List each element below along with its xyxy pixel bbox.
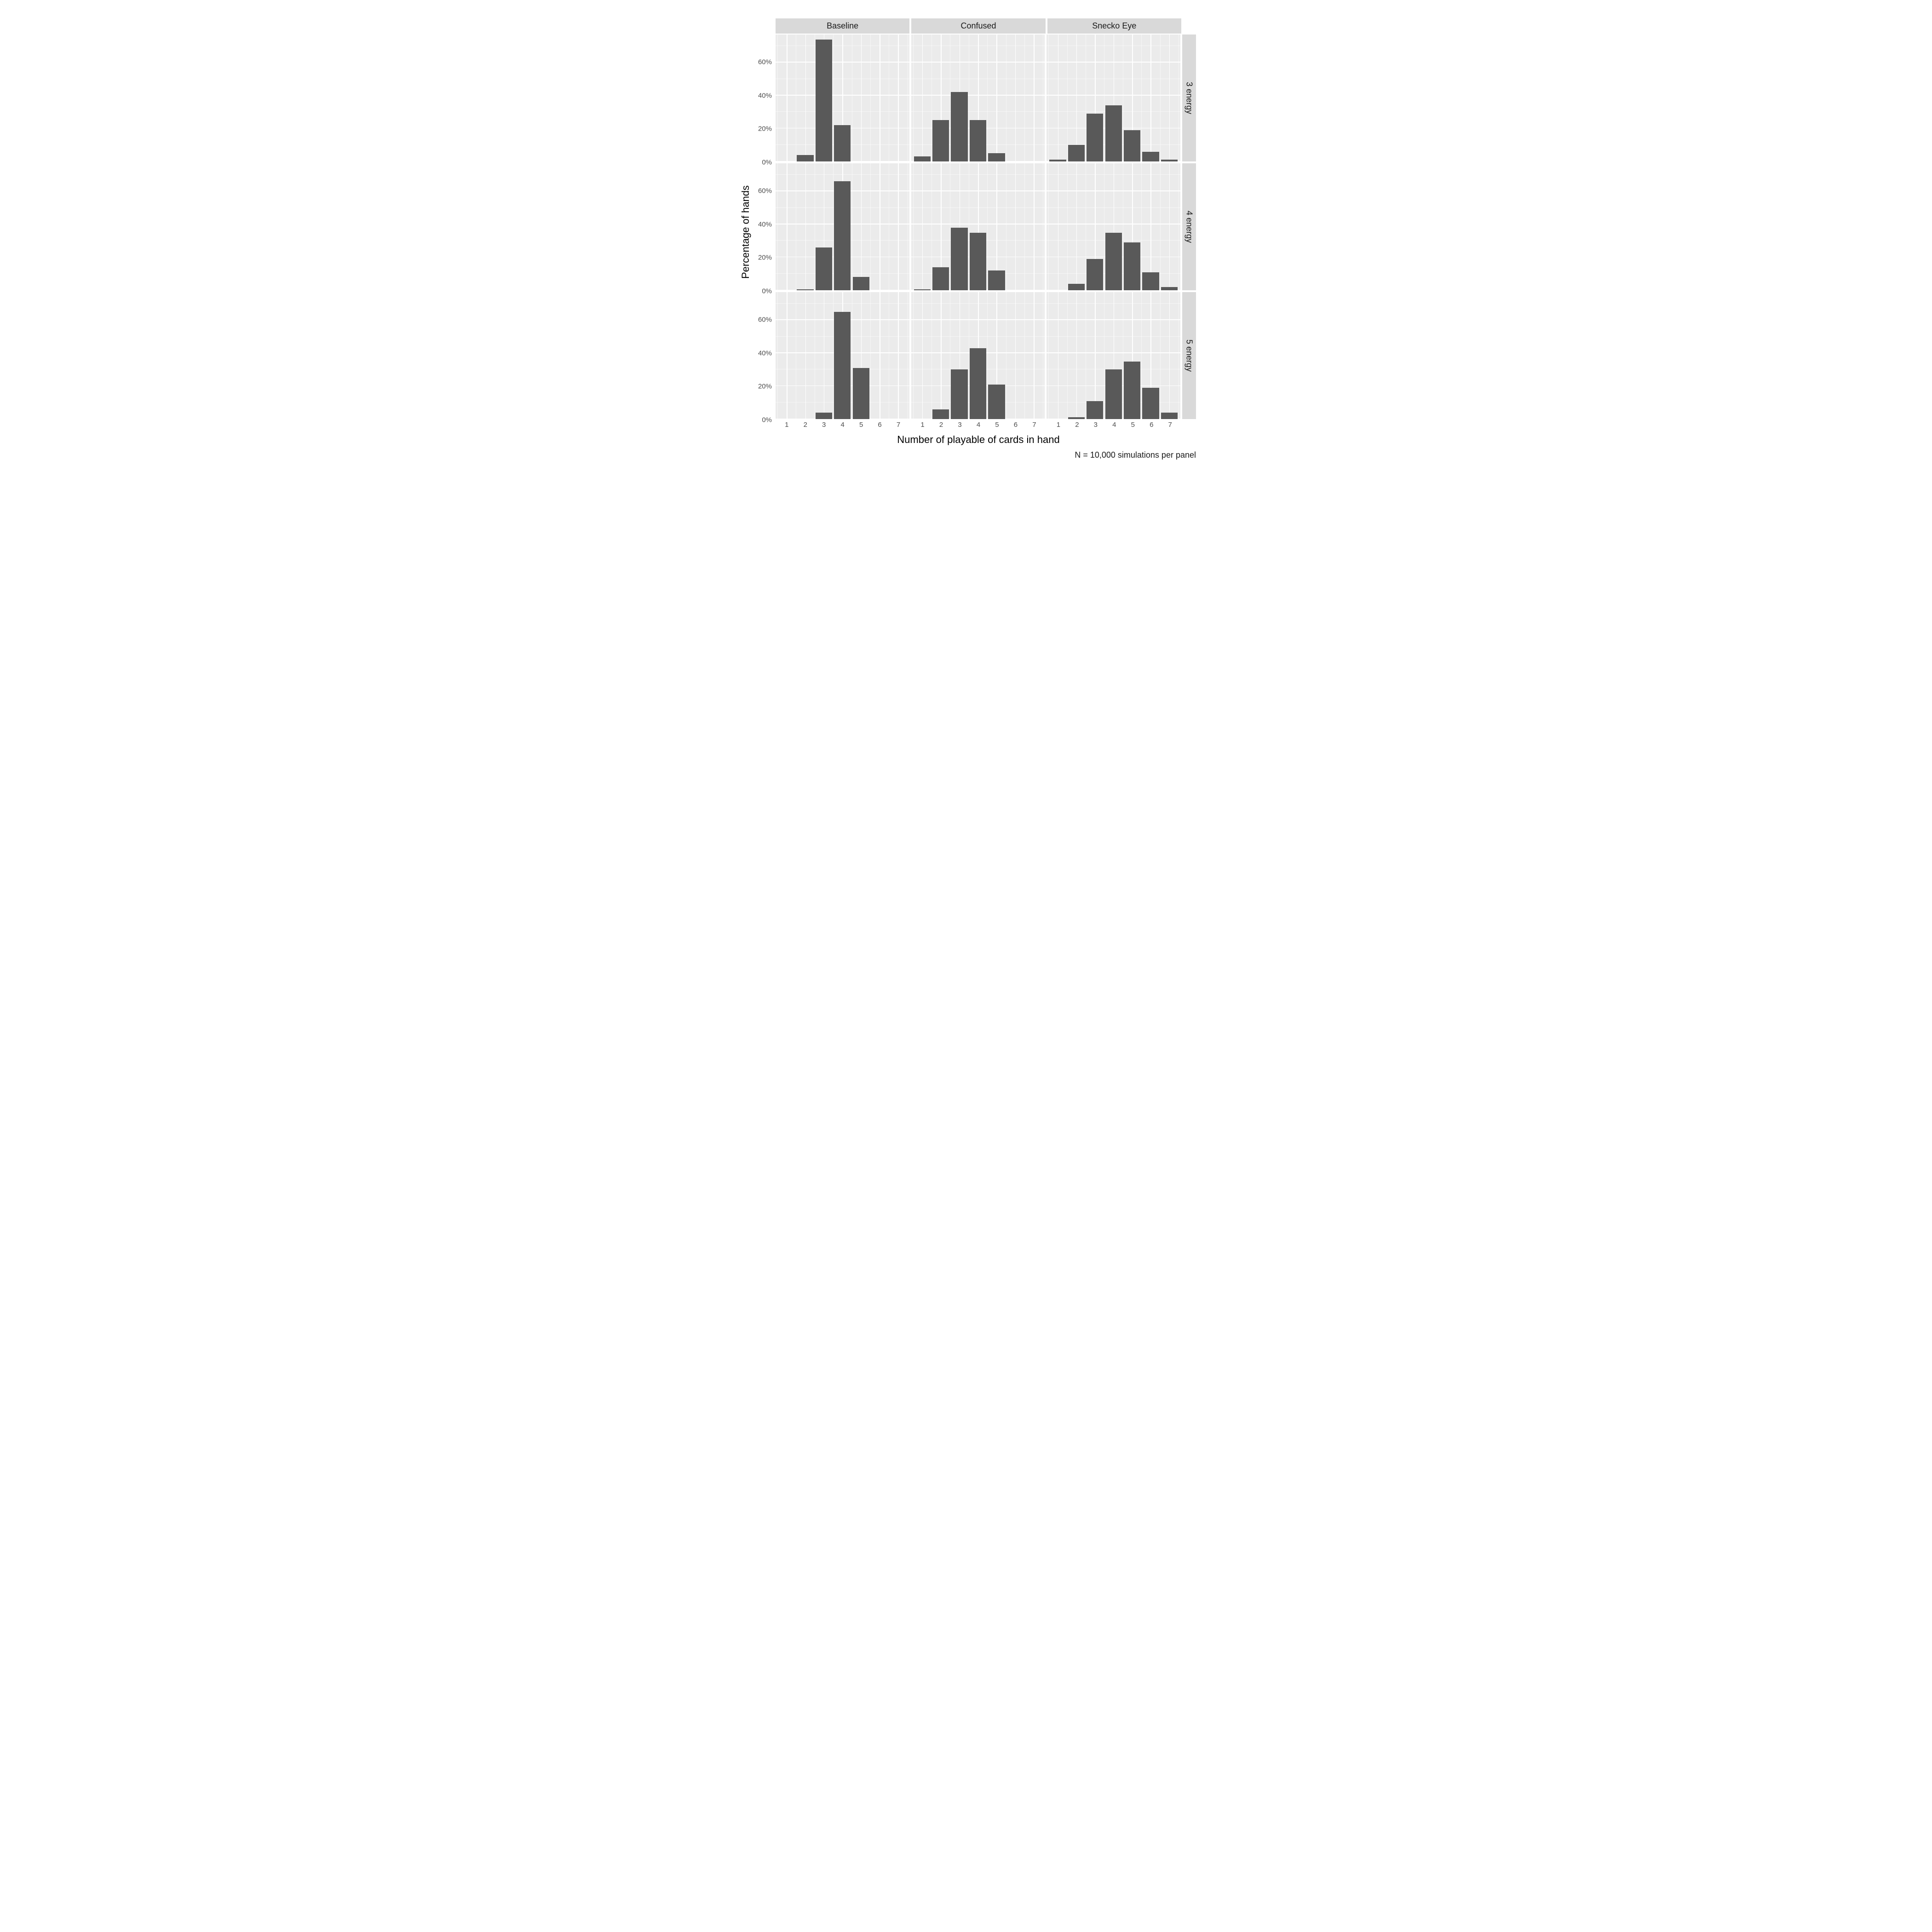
bar [970,120,986,161]
y-tick-label: 20% [758,125,772,133]
bar [951,92,967,161]
bar [932,409,949,420]
bar [853,277,869,290]
bar [1161,413,1178,419]
bar [1068,145,1085,161]
bar [834,125,851,161]
x-tick-label: 4 [977,421,980,429]
bar [988,270,1005,290]
bar [932,267,949,290]
bar [951,369,967,419]
bar [816,247,832,290]
y-tick-label: 40% [758,349,772,357]
facet-panel [911,34,1045,161]
x-tick-label: 2 [804,421,807,429]
bar [1161,160,1178,161]
row-facet-strip: 5 energy [1182,292,1196,419]
bar [853,368,869,419]
bar [1124,242,1140,290]
y-axis-ticks: 0%20%40%60% [752,162,775,291]
x-tick-label: 4 [840,421,844,429]
y-tick-label: 20% [758,383,772,391]
facet-panel [911,292,1045,419]
bar [816,413,832,419]
x-tick-label: 6 [878,421,881,429]
facet-panel [911,163,1045,290]
y-axis-ticks: 0%20%40%60% [752,291,775,420]
row-facet-strip: 4 energy [1182,163,1196,290]
x-tick-label: 2 [1075,421,1079,429]
column-facet-strip: Baseline [776,18,909,34]
faceted-bar-chart: Percentage of hands BaselineConfusedSnec… [736,18,1196,460]
bar [1105,105,1122,161]
bar [1049,160,1066,161]
bar [1087,401,1103,419]
bar [1124,362,1140,419]
x-tick-label: 7 [1168,421,1172,429]
y-tick-label: 0% [762,416,772,424]
bar [970,348,986,419]
bar [797,289,813,290]
y-tick-label: 40% [758,220,772,228]
bar [1068,417,1085,419]
x-tick-label: 6 [1150,421,1153,429]
bar [988,385,1005,419]
bar [1087,259,1103,290]
bar [834,181,851,290]
x-tick-label: 5 [1131,421,1135,429]
facet-panel [776,34,909,161]
x-tick-label: 1 [785,421,788,429]
facet-panel [776,163,909,290]
bar [1068,284,1085,290]
x-tick-label: 2 [939,421,943,429]
x-tick-label: 7 [897,421,900,429]
y-tick-label: 40% [758,92,772,99]
x-tick-label: 6 [1014,421,1018,429]
bar [951,228,967,290]
column-facet-strip: Snecko Eye [1047,18,1181,34]
bar [1142,272,1159,290]
x-tick-label: 7 [1032,421,1036,429]
x-tick-label: 1 [920,421,924,429]
facet-panel [1046,163,1180,290]
y-axis-ticks: 0%20%40%60% [752,34,775,162]
x-tick-label: 1 [1057,421,1060,429]
bar [914,156,931,161]
facet-panel [776,292,909,419]
facet-panel [1046,292,1180,419]
x-axis-ticks: 1 2 3 4 5 6 7 [1047,420,1181,431]
bar [797,155,813,161]
y-tick-label: 60% [758,316,772,323]
x-tick-label: 5 [859,421,863,429]
bar [914,289,931,290]
x-tick-label: 3 [1094,421,1098,429]
bar [932,120,949,161]
bar [1087,114,1103,161]
bar [834,312,851,419]
x-axis-title: Number of playable of cards in hand [775,434,1182,446]
facet-panel [1046,34,1180,161]
bar [816,40,832,161]
row-facet-strip: 3 energy [1182,34,1196,161]
bar [1142,152,1159,162]
x-tick-label: 3 [958,421,961,429]
column-facet-strip: Confused [911,18,1045,34]
bar [1161,287,1178,290]
bar [988,153,1005,161]
y-axis-title: Percentage of hands [736,18,752,446]
bar [1142,388,1159,419]
x-tick-label: 5 [995,421,999,429]
chart-caption: N = 10,000 simulations per panel [736,450,1196,460]
x-tick-label: 4 [1112,421,1116,429]
y-tick-label: 60% [758,187,772,195]
bar [1105,369,1122,419]
bar [1105,233,1122,290]
bar [1124,130,1140,161]
x-axis-ticks: 1 2 3 4 5 6 7 [911,420,1045,431]
y-tick-label: 20% [758,254,772,262]
bar [970,233,986,290]
x-axis-ticks: 1 2 3 4 5 6 7 [776,420,909,431]
y-tick-label: 60% [758,58,772,66]
x-tick-label: 3 [822,421,826,429]
